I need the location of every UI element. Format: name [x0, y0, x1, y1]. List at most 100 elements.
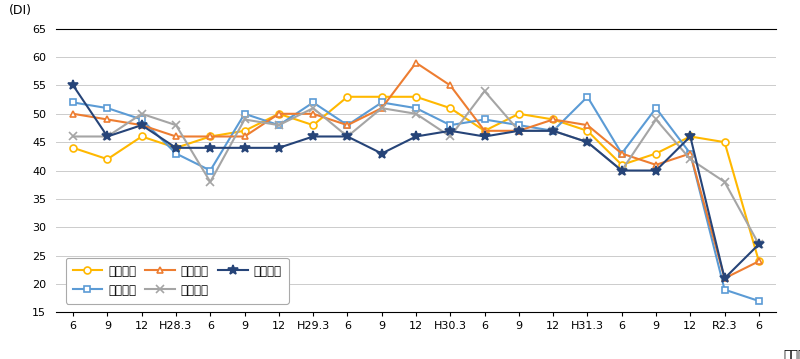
県南地域 — [68, 134, 78, 139]
県央地域 — [411, 106, 421, 110]
県西地域 — [342, 134, 352, 139]
県北地域 — [411, 95, 421, 99]
県西地域 — [686, 134, 695, 139]
県央地域 — [651, 106, 661, 110]
県北地域 — [68, 146, 78, 150]
鹿行地域 — [206, 134, 215, 139]
県南地域 — [514, 129, 524, 133]
鹿行地域 — [274, 112, 284, 116]
鹿行地域 — [480, 129, 490, 133]
鹿行地域 — [720, 276, 730, 280]
Text: （月）: （月） — [783, 349, 800, 359]
県央地域 — [206, 168, 215, 173]
県西地域 — [720, 276, 730, 280]
県南地域 — [377, 106, 386, 110]
鹿行地域 — [342, 123, 352, 127]
県西地域 — [206, 146, 215, 150]
県南地域 — [686, 157, 695, 161]
Line: 県北地域: 県北地域 — [70, 93, 762, 265]
Line: 鹿行地域: 鹿行地域 — [70, 59, 762, 282]
県北地域 — [686, 134, 695, 139]
県南地域 — [206, 180, 215, 184]
県北地域 — [720, 140, 730, 144]
県南地域 — [446, 134, 455, 139]
県西地域 — [137, 123, 146, 127]
県央地域 — [102, 106, 112, 110]
県北地域 — [137, 134, 146, 139]
県北地域 — [171, 146, 181, 150]
鹿行地域 — [617, 151, 626, 156]
県南地域 — [582, 140, 592, 144]
鹿行地域 — [446, 83, 455, 88]
鹿行地域 — [137, 123, 146, 127]
県央地域 — [308, 100, 318, 104]
県央地域 — [171, 151, 181, 156]
県西地域 — [274, 146, 284, 150]
鹿行地域 — [377, 106, 386, 110]
県北地域 — [206, 134, 215, 139]
Line: 県西地域: 県西地域 — [68, 80, 764, 283]
Line: 県南地域: 県南地域 — [69, 87, 763, 248]
Text: (DI): (DI) — [10, 4, 32, 17]
県北地域 — [582, 129, 592, 133]
県西地域 — [446, 129, 455, 133]
県南地域 — [308, 106, 318, 110]
県西地域 — [411, 134, 421, 139]
県南地域 — [171, 123, 181, 127]
鹿行地域 — [240, 134, 250, 139]
県南地域 — [240, 117, 250, 122]
県央地域 — [754, 299, 764, 303]
県西地域 — [240, 146, 250, 150]
県北地域 — [754, 259, 764, 264]
県央地域 — [617, 151, 626, 156]
県南地域 — [274, 123, 284, 127]
県央地域 — [548, 129, 558, 133]
県西地域 — [617, 168, 626, 173]
県西地域 — [582, 140, 592, 144]
県西地域 — [68, 83, 78, 88]
鹿行地域 — [411, 61, 421, 65]
県南地域 — [480, 89, 490, 93]
鹿行地域 — [651, 163, 661, 167]
県北地域 — [651, 151, 661, 156]
鹿行地域 — [514, 129, 524, 133]
県南地域 — [548, 129, 558, 133]
県北地域 — [240, 129, 250, 133]
県北地域 — [514, 112, 524, 116]
県央地域 — [480, 117, 490, 122]
県央地域 — [514, 123, 524, 127]
鹿行地域 — [102, 117, 112, 122]
県南地域 — [137, 112, 146, 116]
県南地域 — [102, 134, 112, 139]
県西地域 — [377, 151, 386, 156]
県央地域 — [582, 95, 592, 99]
県央地域 — [686, 151, 695, 156]
鹿行地域 — [754, 259, 764, 264]
県北地域 — [480, 129, 490, 133]
Legend: 県北地域, 県央地域, 鹿行地域, 県南地域, 県西地域: 県北地域, 県央地域, 鹿行地域, 県南地域, 県西地域 — [66, 257, 289, 304]
県南地域 — [720, 180, 730, 184]
県南地域 — [411, 112, 421, 116]
鹿行地域 — [686, 151, 695, 156]
Line: 県央地域: 県央地域 — [70, 93, 762, 304]
県西地域 — [651, 168, 661, 173]
県西地域 — [102, 134, 112, 139]
県央地域 — [137, 117, 146, 122]
県西地域 — [548, 129, 558, 133]
鹿行地域 — [308, 112, 318, 116]
県央地域 — [342, 123, 352, 127]
県央地域 — [274, 123, 284, 127]
鹿行地域 — [548, 117, 558, 122]
県北地域 — [617, 163, 626, 167]
鹿行地域 — [171, 134, 181, 139]
県南地域 — [342, 134, 352, 139]
県南地域 — [754, 242, 764, 246]
県北地域 — [377, 95, 386, 99]
県北地域 — [548, 117, 558, 122]
県北地域 — [274, 112, 284, 116]
鹿行地域 — [582, 123, 592, 127]
県央地域 — [240, 112, 250, 116]
県西地域 — [754, 242, 764, 246]
県北地域 — [308, 123, 318, 127]
県央地域 — [68, 100, 78, 104]
